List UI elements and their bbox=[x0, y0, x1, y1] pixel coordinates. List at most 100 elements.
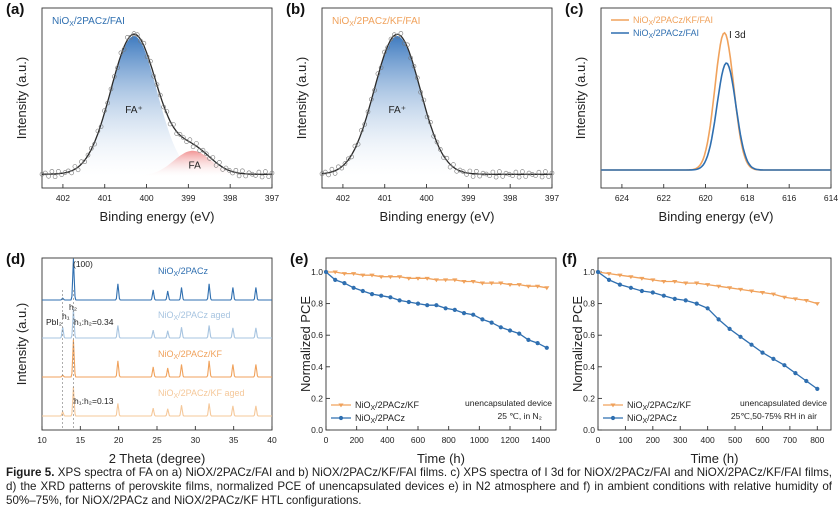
fit-curve bbox=[42, 33, 272, 175]
figure-5: (a) Binding energy (eV) Intensity (a.u.) 40… bbox=[6, 1, 838, 466]
data-point bbox=[529, 172, 535, 177]
data-point bbox=[332, 270, 338, 275]
x-tick-label: 624 bbox=[615, 193, 629, 203]
y-axis-title: Normalized PCE bbox=[570, 296, 585, 392]
x-axis-title: Time (h) bbox=[691, 451, 739, 466]
peak-area bbox=[42, 36, 272, 176]
x-axis-title: Binding energy (eV) bbox=[380, 209, 495, 224]
data-point bbox=[360, 288, 365, 294]
data-point bbox=[131, 31, 137, 36]
y-axis-title: Intensity (a.u.) bbox=[14, 57, 29, 139]
data-point bbox=[359, 128, 364, 133]
data-point bbox=[128, 34, 133, 40]
panel-f: (f) Time (h) Normalized PCE 0 100 200 300 400 50… bbox=[562, 251, 832, 466]
data-point bbox=[760, 350, 765, 355]
data-point bbox=[369, 273, 375, 278]
data-point bbox=[253, 173, 258, 178]
data-point bbox=[650, 278, 656, 283]
data-point bbox=[259, 174, 265, 180]
data-point bbox=[388, 36, 394, 42]
series-line bbox=[601, 62, 831, 171]
data-point bbox=[66, 168, 71, 174]
data-point bbox=[368, 97, 374, 102]
data-point bbox=[526, 337, 531, 342]
x-tick-label: 600 bbox=[411, 435, 425, 445]
data-point bbox=[95, 128, 101, 134]
data-point bbox=[500, 174, 506, 179]
data-point bbox=[92, 141, 97, 147]
data-point bbox=[454, 169, 460, 174]
data-point bbox=[385, 45, 391, 50]
legend-marker bbox=[338, 403, 344, 408]
plot-frame bbox=[597, 257, 832, 431]
series-label: NiOX/2PACz/KF bbox=[158, 349, 223, 361]
x-tick-label: 402 bbox=[336, 193, 350, 203]
data-point bbox=[533, 173, 538, 178]
data-point bbox=[535, 284, 541, 289]
y-tick-label: 0.2 bbox=[583, 393, 595, 403]
data-point bbox=[79, 159, 84, 164]
x-tick-label: 25 bbox=[152, 435, 162, 445]
data-point bbox=[406, 276, 412, 281]
data-point bbox=[184, 139, 189, 144]
data-point bbox=[375, 71, 381, 76]
data-point bbox=[69, 170, 74, 176]
data-point bbox=[217, 160, 222, 165]
annotation-h1: h₁ bbox=[62, 311, 70, 321]
data-point bbox=[421, 97, 427, 103]
legend-label: NiOX/2PACz bbox=[627, 413, 678, 425]
y-tick-label: 0.6 bbox=[311, 330, 323, 340]
data-point bbox=[549, 170, 555, 176]
data-point bbox=[197, 148, 202, 153]
y-axis-title: Normalized PCE bbox=[298, 296, 313, 392]
x-tick-label: 397 bbox=[265, 193, 279, 203]
data-point bbox=[52, 174, 58, 179]
data-point bbox=[517, 331, 522, 336]
x-tick-label: 400 bbox=[380, 435, 394, 445]
data-point bbox=[433, 278, 439, 283]
data-point bbox=[75, 167, 81, 173]
y-tick-label: 0.4 bbox=[311, 362, 323, 372]
data-point bbox=[694, 301, 699, 306]
plot-frame bbox=[325, 257, 557, 431]
data-point bbox=[118, 50, 124, 56]
data-point bbox=[339, 165, 345, 171]
x-tick-label: 800 bbox=[810, 435, 824, 445]
data-point bbox=[617, 282, 623, 287]
panel-label: (e) bbox=[290, 251, 308, 268]
data-point bbox=[477, 173, 483, 179]
data-point bbox=[269, 170, 275, 176]
x-tick-label: 200 bbox=[646, 435, 660, 445]
peak-label: FA bbox=[189, 161, 202, 172]
data-point bbox=[490, 169, 496, 175]
data-point bbox=[240, 168, 245, 174]
x-tick-label: 400 bbox=[419, 193, 433, 203]
data-point bbox=[815, 386, 820, 391]
data-point bbox=[461, 311, 467, 316]
x-tick-label: 1200 bbox=[501, 435, 520, 445]
data-point bbox=[683, 281, 689, 286]
data-point bbox=[544, 345, 549, 350]
data-point bbox=[474, 169, 479, 174]
series-label: NiOX/2PACz bbox=[158, 266, 209, 278]
x-tick-label: 35 bbox=[229, 435, 239, 445]
data-point bbox=[332, 171, 338, 176]
series-line bbox=[325, 271, 548, 349]
series-line bbox=[42, 386, 272, 417]
data-point bbox=[792, 297, 798, 302]
data-point bbox=[243, 173, 248, 179]
y-axis-title: Intensity (a.u.) bbox=[294, 57, 309, 139]
data-point bbox=[451, 162, 456, 167]
condition-note: unencapsulated device bbox=[465, 398, 552, 408]
condition-note: 25℃,50-75% RH in air bbox=[731, 411, 817, 421]
data-point bbox=[46, 174, 51, 179]
data-point bbox=[770, 292, 777, 297]
x-tick-label: 399 bbox=[461, 193, 475, 203]
data-point bbox=[42, 170, 48, 176]
data-point bbox=[489, 281, 495, 286]
data-point bbox=[89, 146, 94, 151]
x-tick-label: 30 bbox=[191, 435, 201, 445]
data-point bbox=[369, 292, 375, 297]
data-point bbox=[59, 172, 65, 177]
data-point bbox=[452, 307, 457, 312]
